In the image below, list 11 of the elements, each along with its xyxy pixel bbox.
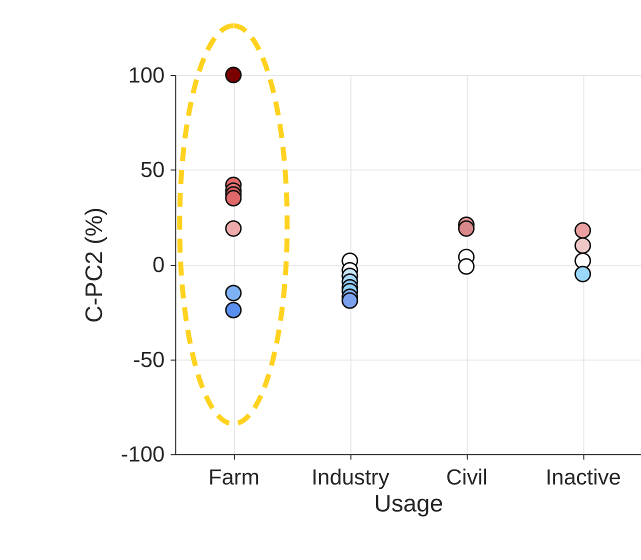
x-axis-title: Usage [374, 490, 444, 518]
x-tick-label: Farm [208, 464, 260, 490]
y-tick-label: -100 [120, 442, 165, 467]
y-axis-title: C-PC2 (%) [80, 207, 108, 323]
y-tick-label: 100 [128, 62, 165, 88]
x-tick-label: Inactive [546, 464, 621, 490]
y-tick-label: 50 [140, 157, 165, 182]
y-tick-label: 0 [152, 252, 165, 278]
x-tick-label: Industry [311, 464, 390, 490]
y-tick-label: -50 [133, 346, 165, 372]
x-tick-label: Civil [446, 464, 488, 490]
